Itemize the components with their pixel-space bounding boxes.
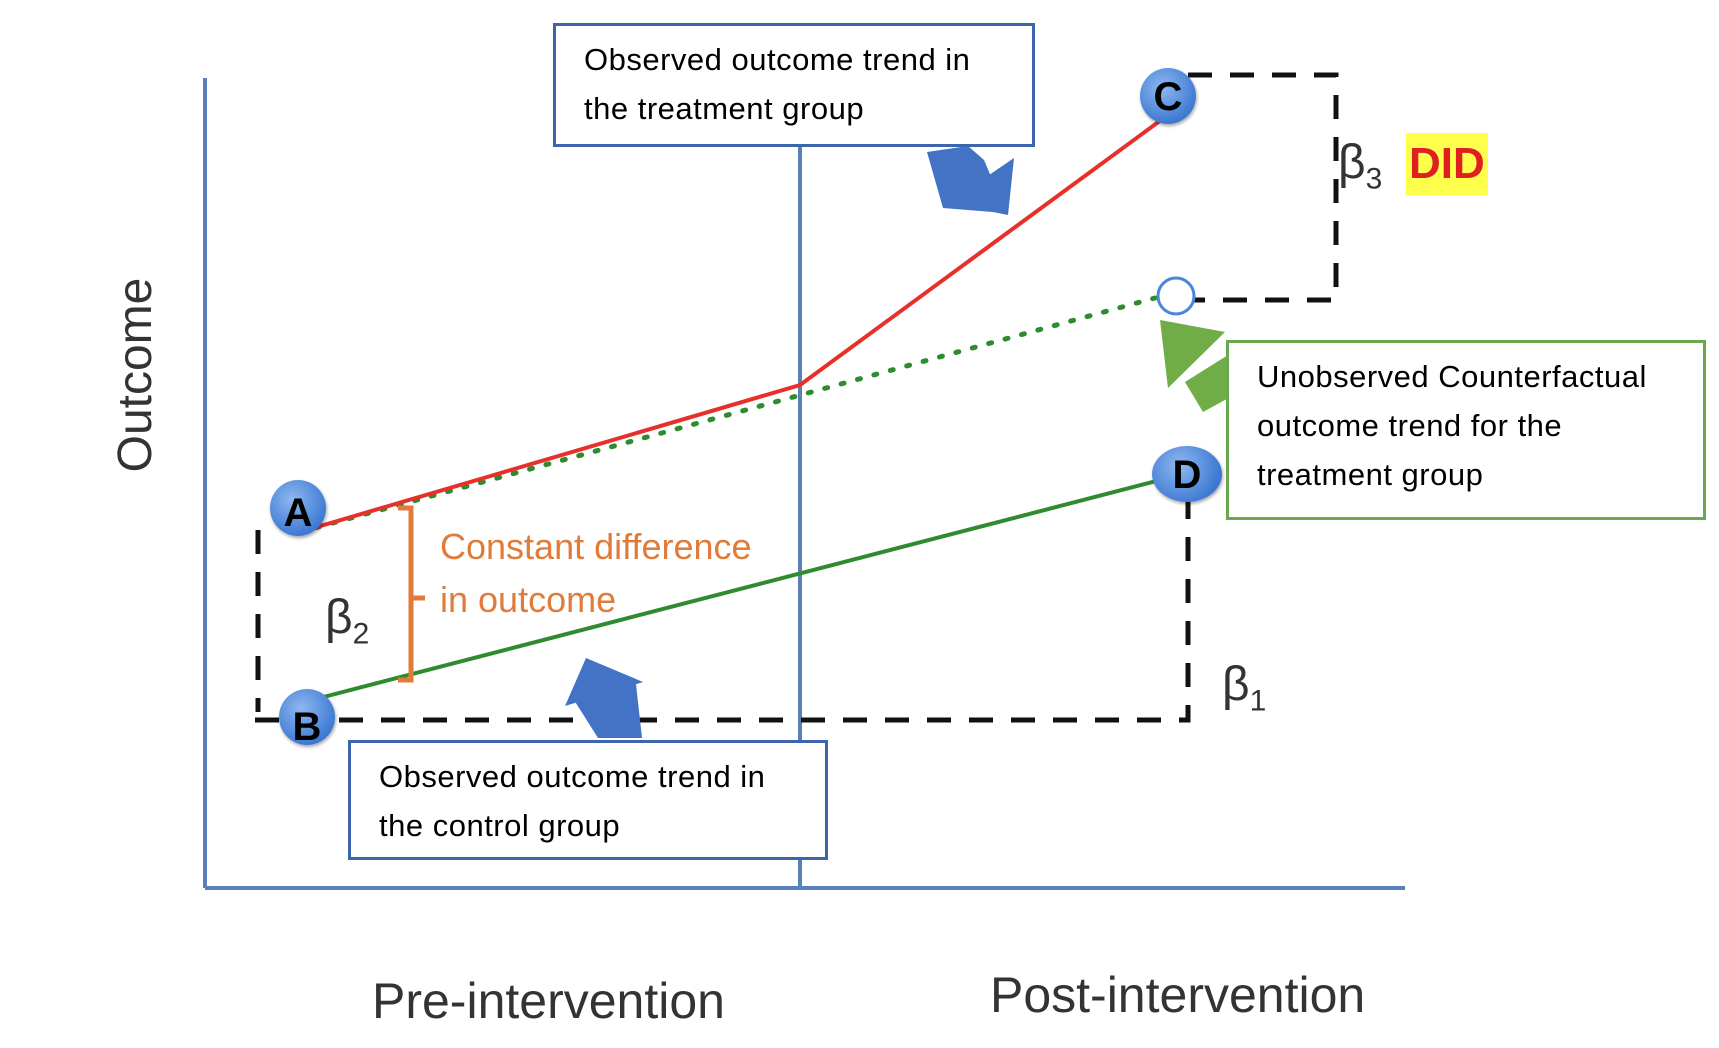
constant-difference-line-1: Constant difference: [440, 526, 752, 567]
beta3-label: β3: [1338, 135, 1382, 197]
point-d: [1152, 446, 1222, 502]
control-callout-arrow-head: [565, 658, 643, 706]
constant-difference-line-2: in outcome: [440, 579, 617, 620]
x-axis-label-pre: Pre-intervention: [372, 973, 725, 1029]
beta1-subscript: 1: [1249, 684, 1267, 718]
control-trend-line: [311, 476, 1169, 702]
beta2-label: β2: [325, 590, 369, 652]
beta1-label: β1: [1222, 657, 1266, 719]
point-a-label: A: [283, 491, 313, 535]
counterfactual-callout-line-1: Unobserved Counterfactual: [1257, 359, 1647, 394]
treatment-callout-line-1: Observed outcome trend in: [584, 42, 971, 77]
point-b: [279, 689, 335, 745]
counterfactual-callout-line-3: treatment group: [1257, 457, 1484, 492]
x-axis-label-post: Post-intervention: [990, 967, 1366, 1023]
point-c: [1140, 68, 1196, 124]
beta1-symbol: β: [1222, 658, 1250, 711]
control-callout-line-2: the control group: [379, 808, 621, 843]
point-c-label: C: [1153, 75, 1183, 119]
beta2-symbol: β: [325, 591, 353, 644]
beta2-subscript: 2: [352, 617, 370, 651]
beta3-symbol: β: [1338, 136, 1366, 189]
constant-difference-label: Constant difference in outcome: [440, 520, 752, 626]
treatment-callout: Observed outcome trend in the treatment …: [553, 23, 1035, 147]
treatment-callout-arrow-head: [948, 158, 1014, 215]
beta1-dashed-bracket: [255, 478, 1191, 723]
constant-difference-brace: [398, 505, 425, 683]
counterfactual-trend-line: [297, 295, 1158, 535]
control-callout: Observed outcome trend in the control gr…: [348, 740, 828, 860]
beta3-subscript: 3: [1365, 162, 1383, 196]
beta3-dashed-bracket: [1188, 72, 1339, 303]
counterfactual-callout: Unobserved Counterfactual outcome trend …: [1226, 340, 1706, 520]
treatment-callout-line-2: the treatment group: [584, 91, 865, 126]
counterfactual-point: [1156, 276, 1196, 316]
point-b-label: B: [292, 705, 322, 749]
treatment-trend-line: [299, 110, 1174, 534]
y-axis-label: Outcome: [109, 277, 162, 473]
point-d-label: D: [1172, 453, 1202, 497]
point-a: [270, 480, 326, 536]
control-callout-line-1: Observed outcome trend in: [379, 759, 766, 794]
counterfactual-callout-line-2: outcome trend for the: [1257, 408, 1563, 443]
counterfactual-callout-arrow-head: [1160, 320, 1225, 388]
did-label: DID: [1406, 133, 1488, 195]
